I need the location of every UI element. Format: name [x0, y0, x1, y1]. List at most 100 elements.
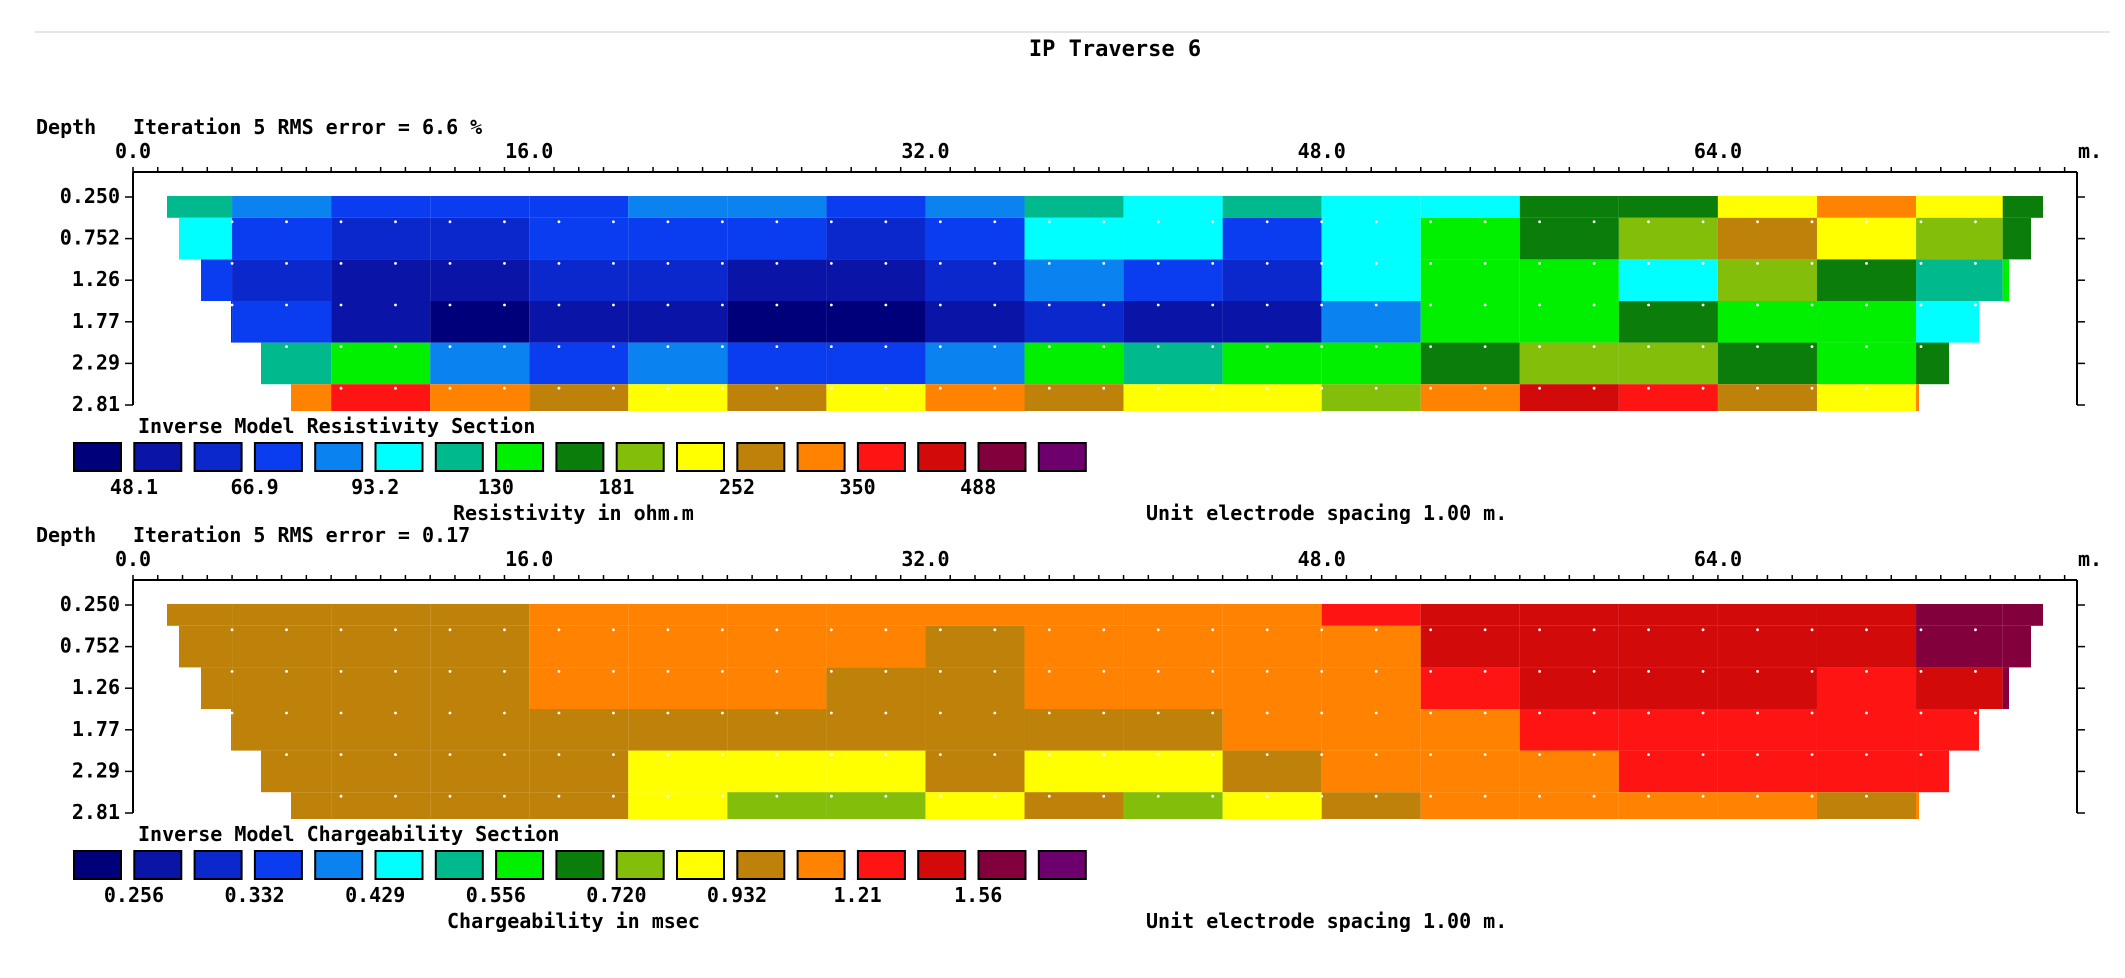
datum-point — [448, 262, 452, 265]
datum-point — [612, 303, 615, 307]
datum-point — [1592, 220, 1596, 224]
datum-point — [1156, 386, 1160, 390]
iteration-text: Iteration 5 RMS error = 6.6 % — [133, 115, 482, 139]
datum-point — [829, 794, 833, 798]
datum-point — [230, 303, 234, 307]
datum-point — [884, 670, 888, 673]
datum-point — [1701, 303, 1705, 307]
model-cell — [826, 667, 926, 709]
model-cell — [628, 604, 728, 626]
datum-point — [503, 303, 506, 307]
datum-point — [993, 753, 997, 756]
scale-value: 130 — [478, 475, 514, 499]
datum-point — [557, 794, 561, 798]
datum-point — [1156, 345, 1160, 348]
model-cell — [1916, 301, 1979, 343]
model-cell — [201, 667, 233, 709]
model-cell — [826, 301, 926, 343]
model-cell — [430, 342, 530, 385]
datum-point — [612, 386, 615, 390]
model-cell — [1123, 750, 1223, 793]
datum-point — [1429, 670, 1433, 673]
datum-point — [1211, 386, 1215, 390]
model-cell — [529, 259, 629, 301]
x-axis-unit: m. — [2078, 139, 2102, 163]
datum-point — [1265, 220, 1269, 224]
model-cell — [1321, 301, 1421, 343]
x-tick-label: 32.0 — [901, 139, 949, 163]
model-cell — [232, 196, 332, 218]
color-swatch — [253, 442, 303, 472]
model-cell — [1321, 625, 1421, 668]
model-cell — [1024, 792, 1124, 819]
datum-point — [884, 303, 888, 307]
model-cell — [1618, 667, 1718, 709]
datum-point — [775, 303, 779, 307]
datum-point — [1483, 711, 1487, 715]
model-cell — [1420, 301, 1520, 343]
model-cell — [1916, 342, 1949, 385]
model-cell — [1420, 709, 1520, 751]
model-cell — [925, 604, 1025, 626]
model-cell — [231, 709, 233, 751]
model-cell — [1123, 301, 1223, 343]
datum-point — [1429, 794, 1433, 798]
datum-point — [1592, 386, 1596, 390]
model-cell — [1321, 259, 1421, 301]
model-cell — [628, 384, 728, 411]
datum-point — [1429, 628, 1433, 632]
datum-point — [1320, 220, 1324, 224]
scale-value: 252 — [719, 475, 755, 499]
model-cell — [1123, 792, 1223, 819]
datum-point — [1647, 220, 1650, 224]
datum-point — [666, 345, 670, 348]
model-cell — [331, 217, 431, 260]
datum-point — [1538, 670, 1542, 673]
model-cell — [1618, 384, 1718, 411]
model-cell — [826, 342, 926, 385]
model-cell — [1916, 604, 2003, 626]
datum-point — [612, 628, 615, 632]
model-cell — [1222, 709, 1322, 751]
datum-point — [448, 220, 452, 224]
datum-point — [720, 753, 724, 756]
model-cell — [1519, 667, 1619, 709]
model-cell — [1717, 301, 1817, 343]
datum-point — [448, 670, 452, 673]
datum-point — [448, 753, 452, 756]
depth-tick-label: 0.250 — [60, 184, 120, 208]
datum-point — [1374, 386, 1378, 390]
model-cell — [1519, 625, 1619, 668]
unit-label: Resistivity in ohm.m — [453, 501, 694, 525]
model-cell — [1519, 259, 1619, 301]
model-cell — [826, 384, 926, 411]
datum-point — [1701, 711, 1705, 715]
datum-point — [1647, 386, 1650, 390]
datum-point — [230, 711, 234, 715]
scale-value: 1.21 — [834, 883, 882, 907]
datum-point — [1483, 628, 1487, 632]
datum-point — [1810, 628, 1814, 632]
datum-point — [1483, 262, 1487, 265]
model-cell — [1519, 750, 1619, 793]
datum-point — [394, 711, 397, 715]
model-cell — [1916, 667, 2003, 709]
datum-point — [666, 220, 670, 224]
color-swatch — [736, 442, 786, 472]
datum-point — [938, 262, 942, 265]
model-cell — [925, 384, 1025, 411]
model-cell — [628, 342, 728, 385]
model-cell — [331, 196, 431, 218]
datum-point — [339, 262, 343, 265]
model-cell — [1222, 342, 1322, 385]
datum-point — [1701, 670, 1705, 673]
datum-point — [448, 628, 452, 632]
datum-point — [1320, 670, 1324, 673]
datum-point — [1320, 628, 1324, 632]
datum-point — [1102, 386, 1106, 390]
depth-tick-label: 1.26 — [72, 267, 120, 291]
model-cell — [727, 301, 827, 343]
model-cell — [727, 217, 827, 260]
datum-point — [1047, 386, 1051, 390]
depth-label: Depth — [36, 115, 96, 139]
